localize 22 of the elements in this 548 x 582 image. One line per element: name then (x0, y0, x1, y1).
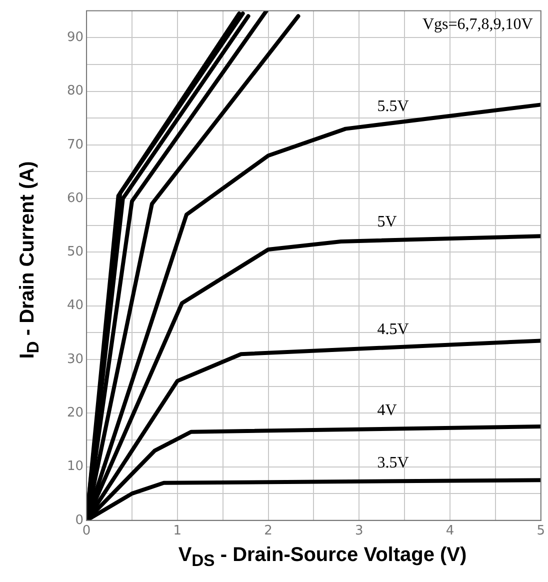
y-tick-label: 80 (66, 84, 84, 99)
x-tick-label: 4 (446, 524, 454, 539)
x-tick-label: 5 (536, 524, 546, 539)
x-tick-label: 1 (173, 524, 182, 539)
x-tick-label: 2 (264, 524, 272, 539)
series-label: 4V (377, 402, 398, 420)
y-tick-label: 60 (66, 190, 84, 206)
y-tick-label: 90 (66, 30, 84, 45)
y-tick-label: 70 (66, 137, 84, 152)
x-tick-label: 3 (354, 524, 364, 539)
y-tick-label: 0 (75, 512, 84, 528)
series-label: 5V (377, 214, 398, 231)
y-tick-label: 20 (66, 405, 84, 420)
y-tick-label: 30 (66, 352, 84, 367)
y-tick-label: 50 (66, 244, 84, 260)
annotation: Vgs=6,7,8,9,10V (422, 16, 534, 34)
series-label: 5.5V (377, 98, 410, 116)
series-label: 4.5V (377, 321, 410, 338)
y-tick-label: 40 (66, 298, 84, 314)
y-tick-label: 10 (66, 459, 84, 474)
x-axis-title: V$_{DS}$ - Drain-Source Voltage (V) (177, 544, 468, 571)
series-label: 3.5V (377, 454, 410, 472)
